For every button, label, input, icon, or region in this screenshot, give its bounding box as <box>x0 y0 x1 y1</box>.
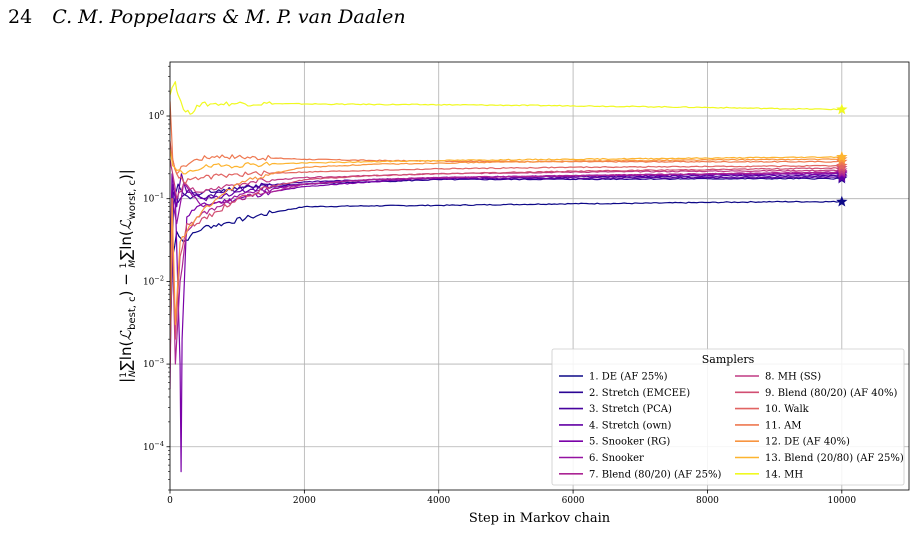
y-axis-label: |1N∑ln(ℒbest, c) − 1M∑ln(ℒworst, c)| <box>117 169 138 383</box>
x-tick-label: 8000 <box>696 496 719 506</box>
end-markers <box>836 103 848 207</box>
ylabel-bar-open: | <box>117 378 135 383</box>
series-line <box>170 148 842 175</box>
page-header: 24 C. M. Poppelaars & M. P. van Daalen <box>8 6 406 28</box>
series-lines <box>170 81 842 473</box>
ylabel-frac2-num: 1 <box>119 263 129 269</box>
series-line <box>170 101 842 175</box>
plot-frame <box>169 61 910 491</box>
y-tick-label: 10−1 <box>143 192 164 205</box>
series-end-star <box>836 103 848 115</box>
ylabel-sub1: best, c <box>127 296 138 330</box>
legend-label: 3. Stretch (PCA) <box>589 404 672 415</box>
x-tick-label: 2000 <box>293 496 316 506</box>
y-axis-ticks: 10−4 10−3 10−2 10−1 100 <box>143 65 170 491</box>
ylabel-sum2: ∑ln( <box>117 230 135 260</box>
ylabel-L2: ℒ <box>117 218 135 230</box>
legend-label: 14. MH <box>765 469 803 480</box>
legend-label: 10. Walk <box>765 404 810 415</box>
series-line <box>170 171 842 389</box>
ylabel-frac1-num: 1 <box>119 372 129 378</box>
legend: Samplers 1. DE (AF 25%) 2. Stretch (EMCEE… <box>551 348 905 486</box>
legend-label: 1. DE (AF 25%) <box>589 372 668 383</box>
series-line <box>170 177 842 365</box>
series-line <box>170 200 842 340</box>
legend-label: 12. DE (AF 40%) <box>765 437 850 448</box>
series-line <box>170 173 842 257</box>
x-tick-label: 10000 <box>827 496 856 506</box>
series-end-star <box>836 171 848 183</box>
y-tick-label: 10−4 <box>143 440 164 453</box>
y-tick-label: 100 <box>148 109 164 122</box>
ylabel-sub2: worst, c <box>127 180 138 219</box>
ylabel-frac1-den: N <box>128 370 138 377</box>
ylabel-L1: ℒ <box>117 329 135 341</box>
series-line <box>170 158 842 340</box>
series-end-star <box>836 195 848 207</box>
x-tick-label: 6000 <box>562 496 585 506</box>
y-tick-label: 10−3 <box>143 357 164 370</box>
ylabel-end: )| <box>117 169 135 180</box>
ylabel-mid: ) − <box>117 268 135 296</box>
legend-label: 6. Snooker <box>589 453 644 464</box>
ylabel-sum1: ∑ln( <box>117 341 135 371</box>
series-line <box>170 81 842 115</box>
legend-label: 9. Blend (80/20) (AF 40%) <box>765 388 897 399</box>
svg-text:|1N∑ln(ℒbest, c) − 1M∑ln(ℒwors: |1N∑ln(ℒbest, c) − 1M∑ln(ℒworst, c)| <box>117 169 138 383</box>
page-number: 24 <box>8 6 33 28</box>
legend-label: 8. MH (SS) <box>765 372 821 383</box>
x-tick-label: 4000 <box>427 496 450 506</box>
legend-label: 4. Stretch (own) <box>589 420 671 431</box>
series-line <box>170 174 842 325</box>
legend-label: 13. Blend (20/80) (AF 25%) <box>765 453 904 464</box>
legend-label: 11. AM <box>765 420 802 431</box>
legend-label: 7. Blend (80/20) (AF 25%) <box>589 469 721 480</box>
series-end-star <box>836 159 848 171</box>
legend-label: 5. Snooker (RG) <box>589 437 670 448</box>
running-head-authors: C. M. Poppelaars & M. P. van Daalen <box>52 6 406 28</box>
series-line <box>170 167 842 365</box>
y-tick-label: 10−2 <box>143 274 164 287</box>
x-axis-ticks: 0 2000 4000 6000 8000 10000 <box>167 490 856 506</box>
legend-title: Samplers <box>702 353 755 366</box>
legend-label: 2. Stretch (EMCEE) <box>589 388 690 399</box>
legend-box <box>551 348 905 486</box>
ylabel-frac2-den: M <box>128 260 138 268</box>
series-end-star <box>836 150 848 162</box>
x-axis-label: Step in Markov chain <box>469 511 611 526</box>
x-tick-label: 0 <box>167 496 173 506</box>
